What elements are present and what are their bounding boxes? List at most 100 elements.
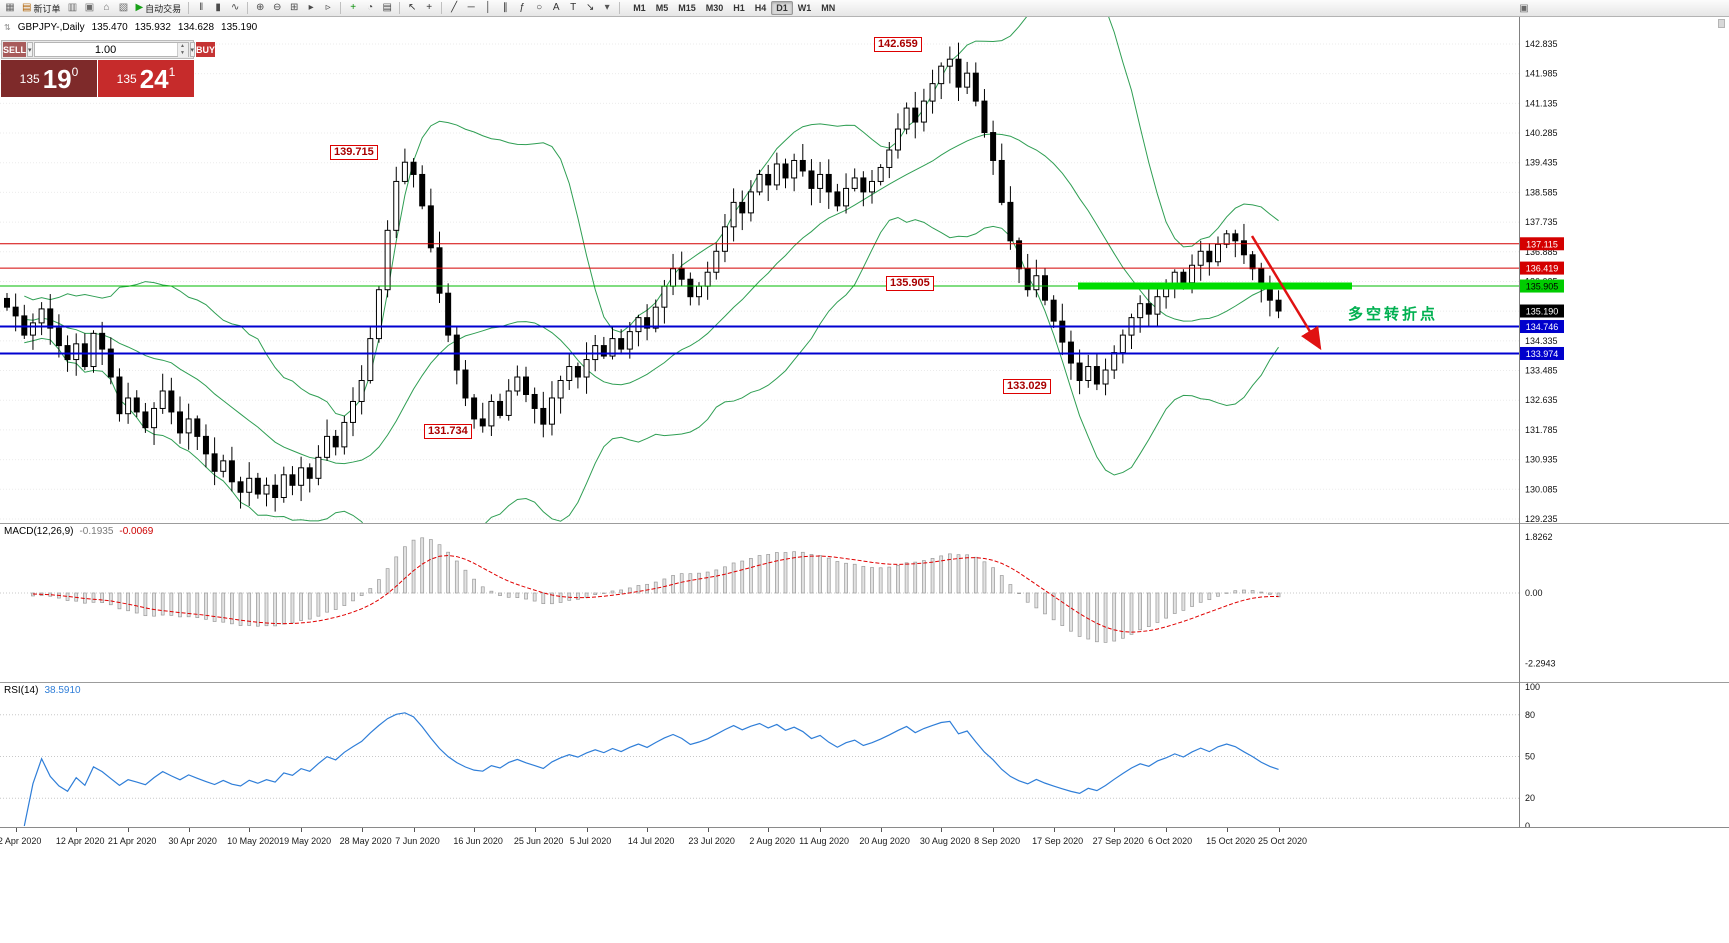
timeframe-mn[interactable]: MN bbox=[821, 3, 836, 13]
timeframe-d1[interactable]: D1 bbox=[771, 1, 793, 15]
quote-high: 135.932 bbox=[134, 22, 171, 33]
line-chart-icon[interactable]: ∿ bbox=[227, 1, 243, 16]
date-tick-label: 23 Jul 2020 bbox=[688, 836, 735, 846]
buy-price-frac: 1 bbox=[168, 65, 176, 79]
price-annotation[interactable]: 139.715 bbox=[330, 145, 378, 160]
macd-canvas[interactable]: 1.8262 0.00 -2.2943 bbox=[0, 523, 1729, 682]
fibonacci-icon[interactable]: ƒ bbox=[514, 1, 530, 16]
chart-shift-icon: ▹ bbox=[325, 2, 331, 13]
date-tick-label: 14 Jul 2020 bbox=[627, 836, 675, 846]
navigator-icon[interactable]: ⌂ bbox=[98, 1, 114, 16]
price-annotation[interactable]: 133.029 bbox=[1003, 379, 1051, 394]
scroll-thumb[interactable] bbox=[1718, 19, 1725, 28]
arrows-icon: ↘ bbox=[585, 2, 595, 13]
sell-button[interactable]: SELL bbox=[3, 42, 27, 57]
trend-arrow bbox=[1250, 235, 1322, 351]
new-order-button[interactable]: ▤ 新订单 bbox=[19, 1, 63, 16]
timeframe-m30[interactable]: M30 bbox=[705, 3, 724, 13]
timeframe-m5[interactable]: M5 bbox=[655, 3, 669, 13]
buy-caret-icon[interactable]: ▾ bbox=[189, 42, 196, 57]
cursor-icon[interactable]: ↖ bbox=[404, 1, 420, 16]
timeframe-h4[interactable]: H4 bbox=[754, 3, 767, 13]
shapes-icon[interactable]: ○ bbox=[531, 1, 547, 16]
date-tick-label: 11 Aug 2020 bbox=[799, 836, 850, 846]
trendline-icon: ╱ bbox=[451, 2, 458, 13]
trendline-icon[interactable]: ╱ bbox=[446, 1, 462, 16]
zoom-out-icon: ⊖ bbox=[272, 2, 282, 13]
templates-icon[interactable]: ▤ bbox=[379, 1, 395, 16]
autotrade-button[interactable]: ▶ 自动交易 bbox=[132, 1, 184, 16]
rsi-axis-label: 100 bbox=[1525, 682, 1540, 692]
time-tick bbox=[249, 828, 251, 832]
time-tick bbox=[534, 828, 536, 832]
time-tick bbox=[1114, 828, 1116, 832]
chart-shift-icon[interactable]: ▹ bbox=[320, 1, 336, 16]
time-tick bbox=[1278, 828, 1280, 832]
time-tick bbox=[1166, 828, 1168, 832]
auto-scroll-icon[interactable]: ▸ bbox=[303, 1, 319, 16]
macd-label: MACD(12,26,9) -0.1935 -0.0069 bbox=[4, 526, 153, 537]
time-tick bbox=[993, 828, 995, 832]
candle-chart-icon[interactable]: ▮ bbox=[210, 1, 226, 16]
bar-chart-icon[interactable]: ‖ bbox=[193, 1, 209, 16]
macd-panel[interactable]: 1.8262 0.00 -2.2943 MACD(12,26,9) -0.1935 … bbox=[0, 523, 1729, 682]
zoom-out-icon[interactable]: ⊖ bbox=[269, 1, 285, 16]
zoom-in-icon: ⊕ bbox=[255, 2, 265, 13]
new-order-button-label: 新订单 bbox=[33, 3, 61, 14]
buy-button[interactable]: BUY bbox=[196, 42, 216, 57]
rsi-panel[interactable]: 100 80 50 20 0 RSI(14) 38.5910 bbox=[0, 682, 1729, 827]
timeframe-m15[interactable]: M15 bbox=[678, 3, 696, 13]
price-axis-label: 134.335 bbox=[1525, 336, 1558, 346]
periods-icon[interactable]: ◔ bbox=[362, 1, 378, 16]
volume-up-icon[interactable]: ▲ bbox=[177, 43, 188, 50]
timeframe-m1[interactable]: M1 bbox=[633, 3, 646, 13]
price-annotation[interactable]: 131.734 bbox=[424, 424, 472, 439]
main-chart-panel[interactable]: 142.835 141.985 141.135 140.285 139.435 138.5… bbox=[0, 17, 1729, 523]
sell-caret-icon[interactable]: ▾ bbox=[27, 42, 33, 57]
rsi-canvas[interactable]: 100 80 50 20 0 bbox=[0, 682, 1729, 827]
date-tick-label: 12 Apr 2020 bbox=[55, 836, 105, 846]
time-tick bbox=[128, 828, 130, 832]
indicators-icon[interactable]: + bbox=[345, 1, 361, 16]
quote-close: 135.190 bbox=[221, 22, 258, 33]
price-annotation[interactable]: 135.905 bbox=[886, 276, 934, 291]
rsi-label: RSI(14) 38.5910 bbox=[4, 685, 81, 696]
volume-down-icon[interactable]: ▼ bbox=[177, 50, 188, 57]
time-tick bbox=[768, 828, 770, 832]
text-icon[interactable]: A bbox=[548, 1, 564, 16]
timeframe-w1[interactable]: W1 bbox=[797, 3, 812, 13]
terminal-icon[interactable]: ▧ bbox=[115, 1, 131, 16]
bollinger-middle-line bbox=[24, 133, 1279, 465]
price-axis-label: 142.835 bbox=[1525, 39, 1558, 49]
zoom-in-icon[interactable]: ⊕ bbox=[252, 1, 268, 16]
chart-window-icon[interactable]: ▦ bbox=[2, 1, 18, 16]
timeframe-h1[interactable]: H1 bbox=[733, 3, 745, 13]
volume-input[interactable] bbox=[34, 43, 177, 56]
vertical-line-icon[interactable]: │ bbox=[480, 1, 496, 16]
toolbar-separator bbox=[619, 2, 621, 14]
text-label-icon[interactable]: T bbox=[565, 1, 581, 16]
market-watch-icon[interactable]: ▥ bbox=[64, 1, 80, 16]
buy-price-button[interactable]: 135 24 1 bbox=[98, 60, 194, 97]
buy-price-pips: 24 bbox=[139, 63, 169, 94]
price-tags: 137.115 136.419 135.905 135.190 134.746 133.9… bbox=[1520, 237, 1564, 360]
sell-price-button[interactable]: 135 19 0 bbox=[1, 60, 97, 97]
arrows-icon[interactable]: ↘ bbox=[582, 1, 598, 16]
main-chart-canvas[interactable]: 142.835 141.985 141.135 140.285 139.435 138.5… bbox=[0, 17, 1729, 523]
horizontal-line-icon[interactable]: ─ bbox=[463, 1, 479, 16]
time-axis[interactable]: 2 Apr 2020 12 Apr 2020 21 Apr 2020 30 Apr 2… bbox=[0, 827, 1729, 853]
docking-icon[interactable]: ▣ bbox=[1519, 2, 1529, 14]
channel-icon[interactable]: ∥ bbox=[497, 1, 513, 16]
price-annotation[interactable]: 142.659 bbox=[874, 37, 922, 52]
price-axis-label: 129.235 bbox=[1525, 514, 1558, 523]
new-order-icon: ▤ bbox=[22, 2, 32, 13]
crosshair-icon[interactable]: + bbox=[421, 1, 437, 16]
quote-line: ⇅ GBPJPY-,Daily 135.470 135.932 134.628 … bbox=[4, 22, 257, 33]
autotrade-button-label: 自动交易 bbox=[145, 3, 182, 14]
tile-windows-icon[interactable]: ⊞ bbox=[286, 1, 302, 16]
objects-caret[interactable]: ▾ bbox=[599, 1, 615, 16]
data-window-icon[interactable]: ▣ bbox=[81, 1, 97, 16]
macd-axis-label: 1.8262 bbox=[1525, 532, 1553, 542]
time-tick bbox=[413, 828, 415, 832]
turning-point-note[interactable]: 多空转折点 bbox=[1348, 306, 1439, 323]
